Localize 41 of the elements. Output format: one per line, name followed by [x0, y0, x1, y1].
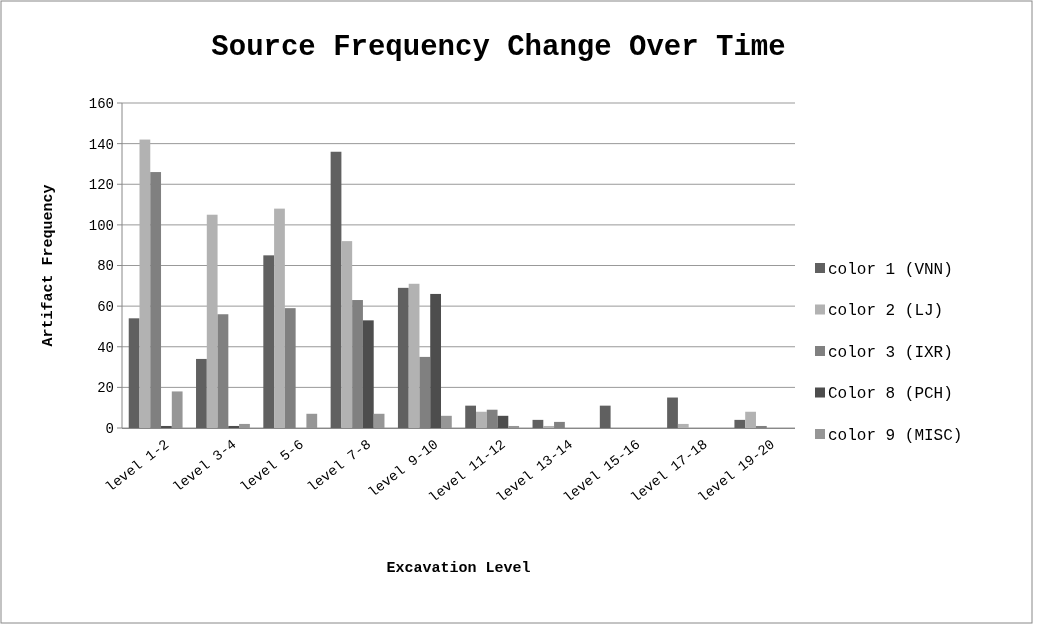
bar [330, 151, 342, 428]
bar [532, 419, 544, 428]
bar [667, 397, 678, 428]
y-tick-label: 0 [105, 420, 114, 437]
bar [161, 425, 172, 428]
bar [734, 419, 746, 428]
y-tick-label: 100 [88, 217, 114, 234]
legend-label: color 1 (VNN) [828, 260, 953, 279]
bar [599, 405, 611, 428]
bar [362, 320, 374, 428]
bar [228, 425, 240, 428]
bar [263, 255, 275, 428]
bar [476, 411, 487, 428]
legend-label: color 2 (LJ) [828, 302, 944, 321]
y-tick-label: 60 [97, 299, 114, 316]
y-tick-label: 40 [97, 339, 114, 356]
bar [206, 214, 218, 428]
y-tick-label: 20 [97, 380, 114, 397]
y-tick-label: 120 [88, 177, 114, 194]
bar [497, 415, 509, 428]
y-tick-label: 140 [88, 136, 114, 153]
bar [408, 283, 420, 428]
y-axis-title: Artifact Frequency [40, 184, 57, 347]
bar [128, 318, 140, 428]
bar [139, 139, 151, 428]
bar [196, 358, 207, 428]
bar [543, 425, 555, 428]
y-tick-label: 80 [97, 258, 114, 275]
chart-title: Source Frequency Change Over Time [211, 31, 786, 64]
legend-label: color 3 (IXR) [828, 343, 953, 362]
bar [465, 405, 476, 428]
bar [745, 411, 756, 428]
bar [274, 208, 285, 428]
legend-label: color 9 (MISC) [828, 426, 963, 445]
y-tick-label: 160 [88, 95, 114, 112]
bar [430, 293, 441, 428]
bar [397, 287, 409, 428]
bar [341, 241, 353, 428]
legend-label: Color 8 (PCH) [828, 385, 953, 404]
x-axis-title: Excavation Level [386, 560, 531, 577]
bar [677, 423, 689, 428]
